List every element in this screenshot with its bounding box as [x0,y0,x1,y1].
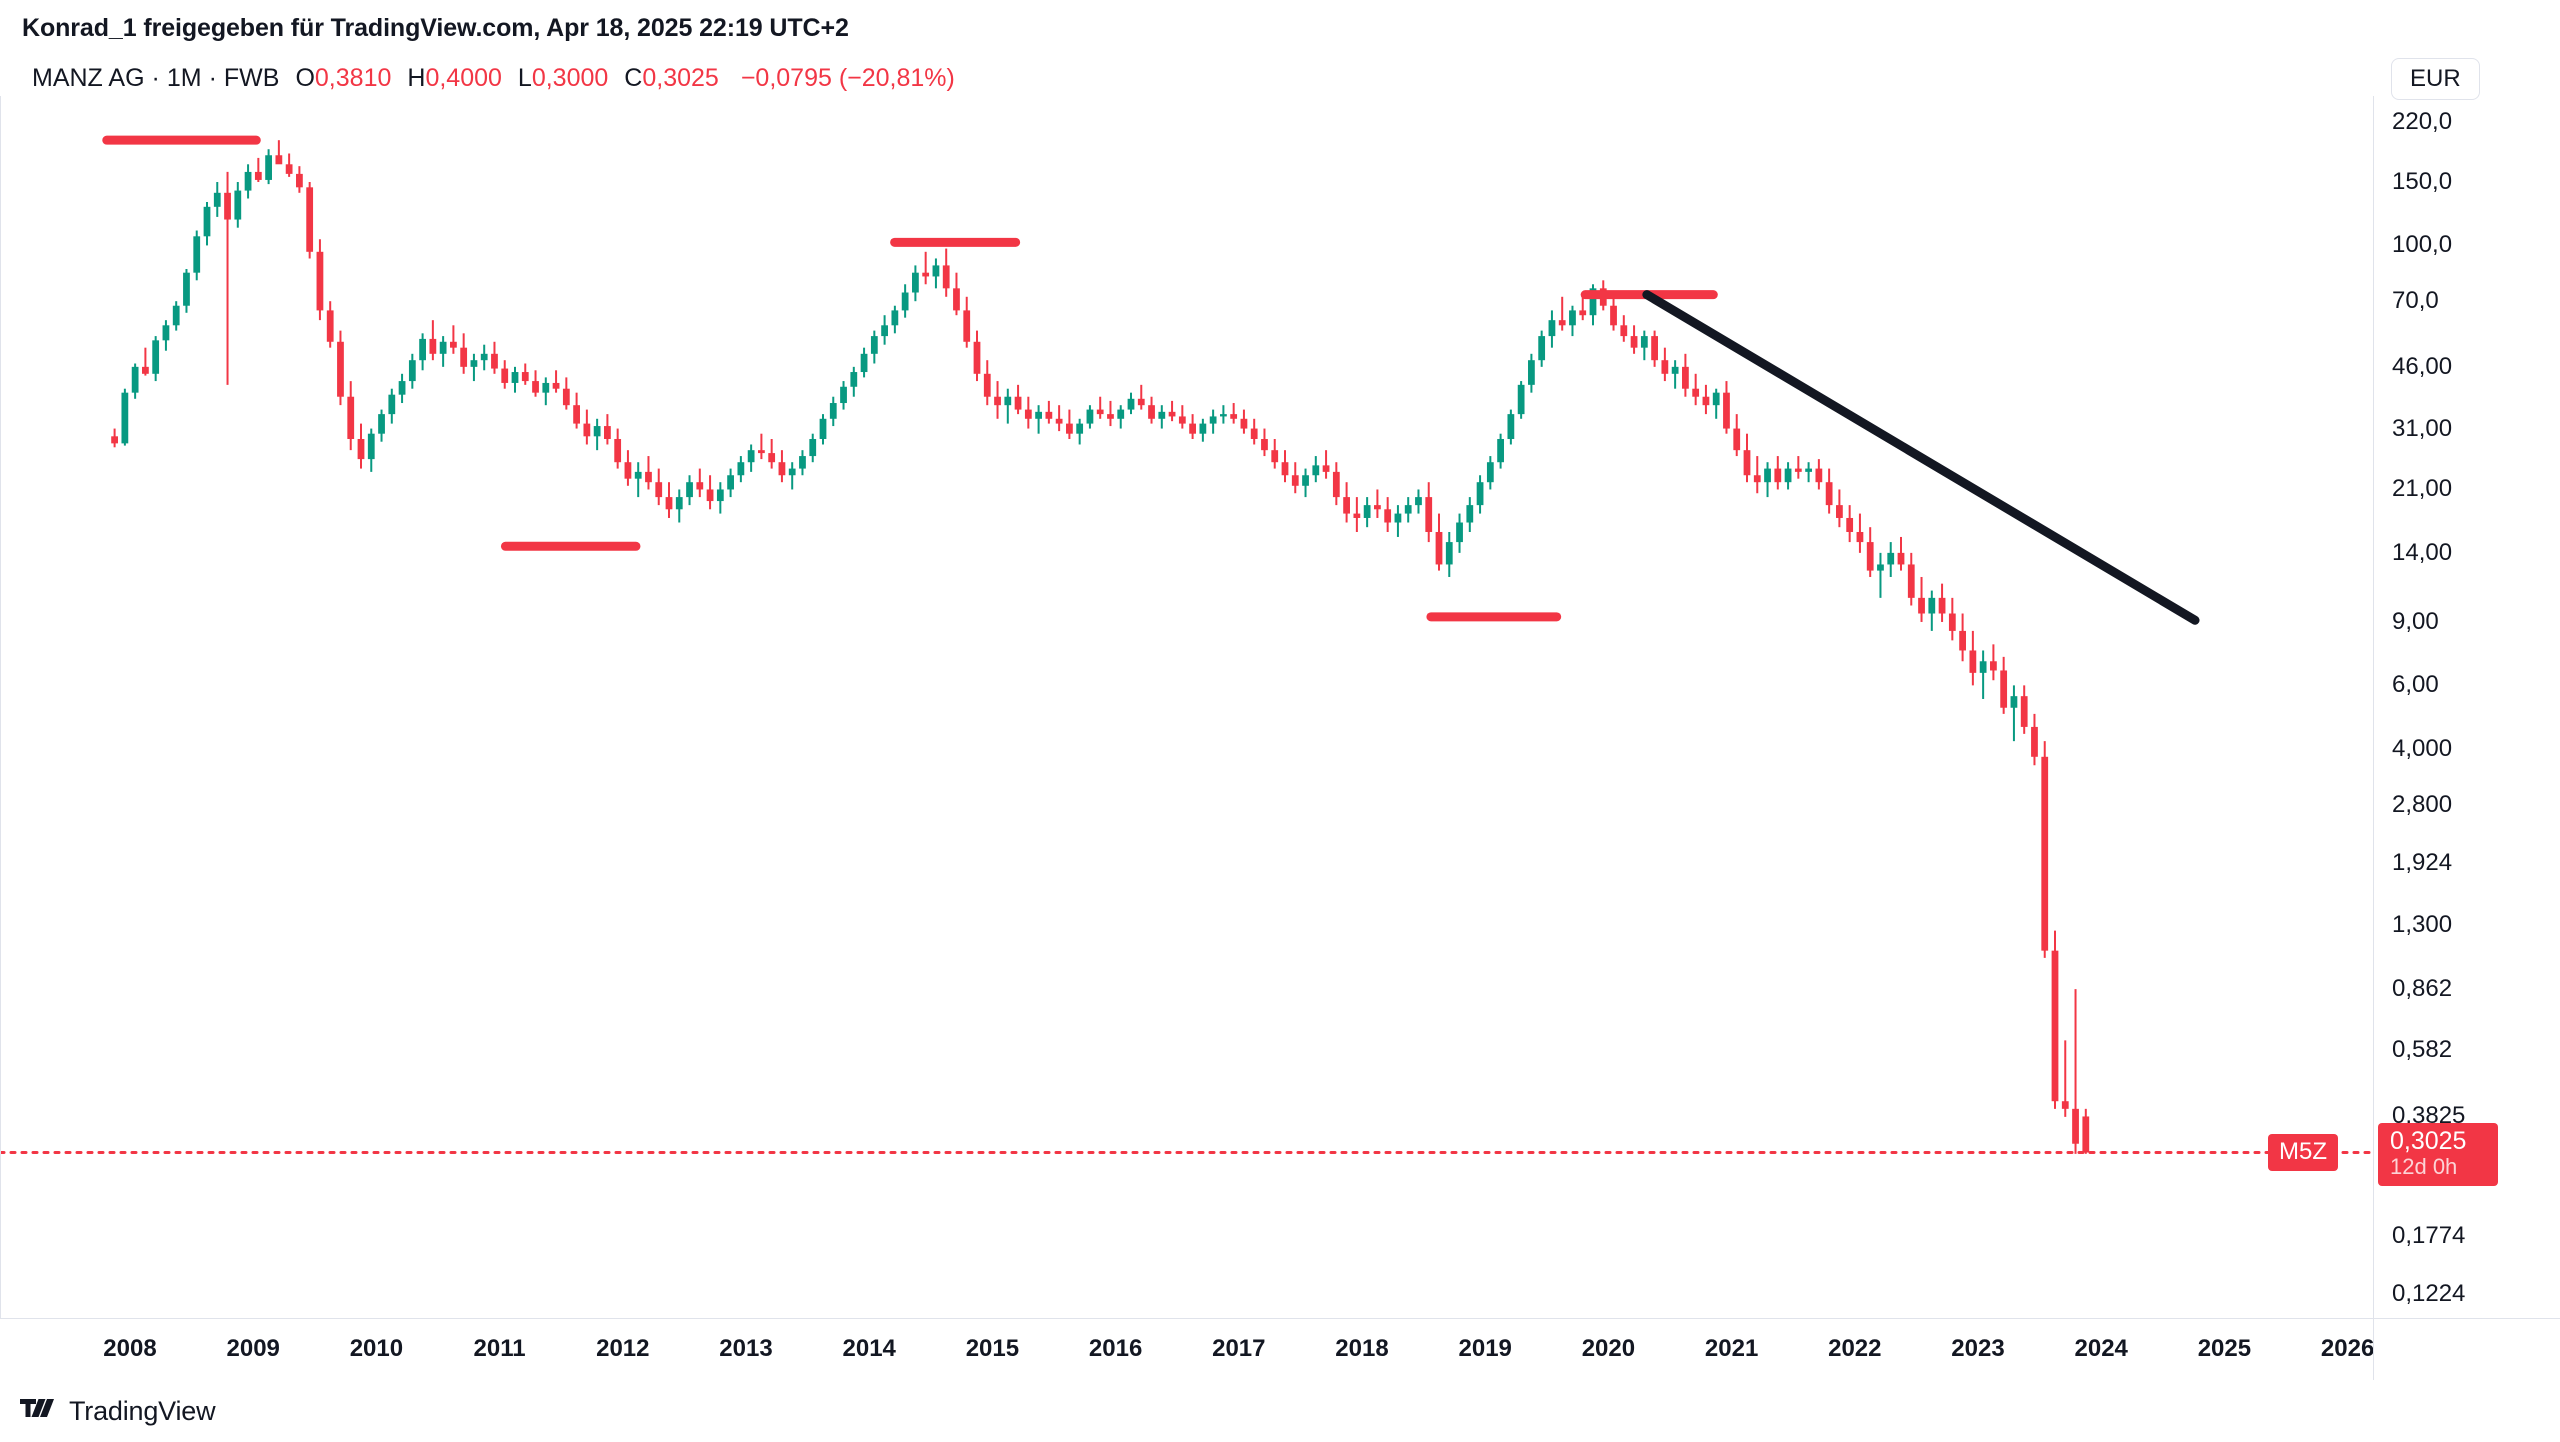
axis-corner [2373,1318,2560,1380]
legend-close-value: 0,3025 [642,64,719,92]
time-tick: 2015 [965,1335,1020,1362]
currency-badge[interactable]: EUR [2391,58,2480,100]
price-axis[interactable]: 220,0 150,0 100,0 70,0 46,00 31,00 21,00 14,00 9… [2373,96,2560,1318]
price-tick: 4,000 [2392,734,2453,762]
price-tick: 0,862 [2392,974,2453,1002]
time-tick: 2020 [1581,1335,1636,1362]
legend-high: H0,4000 [407,64,502,93]
time-tick: 2012 [596,1335,650,1362]
time-tick: 2011 [473,1335,526,1362]
resistance-markers [102,135,1718,622]
legend-separator-2: · [208,64,217,92]
price-tick: 9,00 [2392,607,2439,635]
attribution-bar: Konrad_1 freigegeben für TradingView.com… [0,0,2560,56]
legend-close: C0,3025 [624,64,719,93]
legend-open: O0,3810 [295,64,391,93]
pane-left-border [0,96,1,1318]
last-price-value: 0,3025 [2390,1126,2467,1155]
legend-open-value: 0,3810 [314,64,392,92]
price-tick: 0,582 [2392,1036,2453,1064]
chart-plot-area[interactable] [0,96,2373,1318]
time-tick: 2021 [1704,1335,1759,1362]
price-tick: 220,0 [2392,108,2453,136]
time-tick: 2014 [842,1335,896,1362]
legend-open-label: O [295,64,315,92]
last-price-badge: 0,3025 12d 0h [2378,1122,2498,1187]
price-tick: 70,0 [2392,287,2439,315]
legend-high-value: 0,4000 [425,64,502,92]
price-tick: 21,00 [2392,475,2453,503]
price-tick: 14,00 [2392,538,2453,566]
legend-low-value: 0,3000 [531,64,609,92]
candlestick-plot [0,135,2373,1155]
time-tick: 2013 [719,1335,773,1362]
price-tick: 6,00 [2392,671,2439,699]
price-tick: 2,800 [2392,790,2453,818]
price-tick: 46,00 [2392,352,2453,380]
candle-series [111,140,2090,1154]
tradingview-wordmark: TradingView [69,1395,216,1426]
legend-low-label: L [517,64,532,92]
legend-close-label: C [624,64,643,92]
legend-interval[interactable]: 1M [166,64,202,92]
legend-symbol[interactable]: MANZ AG [32,64,145,92]
bar-countdown: 12d 0h [2390,1153,2458,1179]
price-tick: 0,1224 [2392,1280,2466,1308]
price-tick: 150,0 [2392,168,2453,195]
footer-bar: TradingView [0,1380,2560,1442]
legend-high-label: H [407,64,426,92]
price-tick: 1,300 [2392,910,2453,938]
price-tick: 1,924 [2392,849,2453,877]
time-tick: 2025 [2197,1335,2252,1362]
time-tick: 2017 [1212,1335,1266,1362]
time-tick: 2016 [1088,1335,1143,1362]
time-tick: 2026 [2320,1335,2375,1362]
attribution-text: Konrad_1 freigegeben für TradingView.com… [22,13,849,42]
tradingview-logo-icon [20,1399,54,1417]
time-tick: 2024 [2074,1335,2128,1362]
time-tick: 2010 [349,1335,404,1362]
price-tick: 0,1774 [2392,1221,2466,1249]
time-axis[interactable]: 2008 2009 2010 2011 2012 2013 2014 2015 2016 2017… [0,1318,2375,1380]
series-tag-badge: M5Z [2268,1133,2338,1171]
legend-change: −0,0795 (−20,81%) [740,64,955,92]
legend-low: L0,3000 [518,64,608,93]
price-tick: 100,0 [2392,231,2453,259]
time-tick: 2022 [1828,1335,1882,1362]
time-tick: 2023 [1951,1335,2005,1362]
chart-legend: MANZ AG · 1M · FWB O0,3810 H0,4000 L0,30… [32,64,955,93]
time-tick: 2008 [103,1335,157,1362]
time-tick: 2019 [1458,1335,1512,1362]
legend-exchange[interactable]: FWB [223,64,280,92]
price-tick: 31,00 [2392,414,2453,442]
downtrend-2021-2025 [1642,290,2200,625]
time-tick: 2009 [226,1335,280,1362]
legend-separator-1: · [151,64,160,92]
time-tick: 2018 [1335,1335,1389,1362]
